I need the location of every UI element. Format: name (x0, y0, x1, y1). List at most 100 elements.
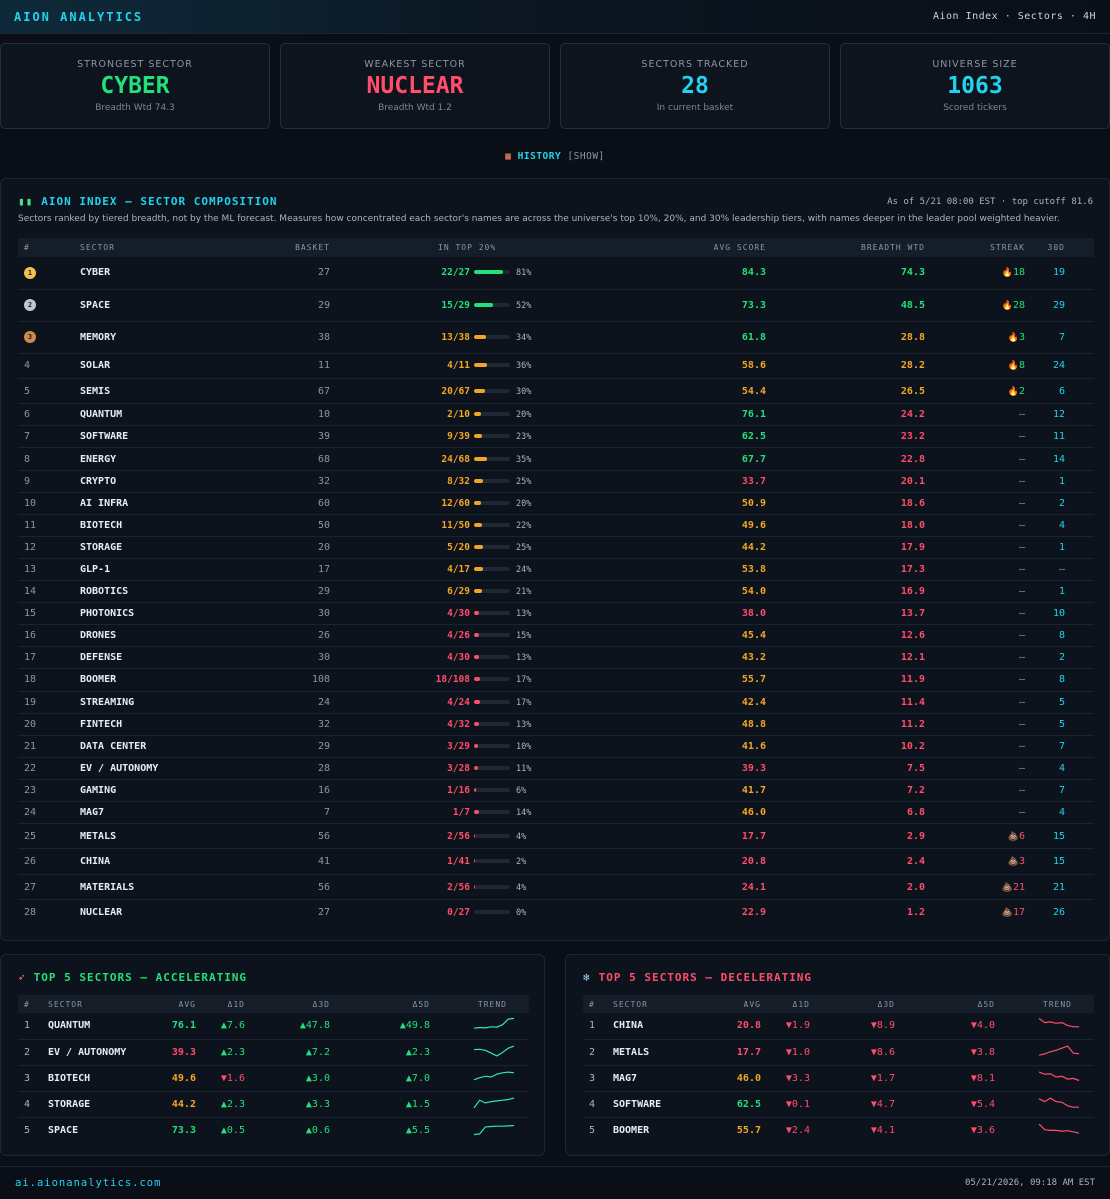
col-streak[interactable]: STREAK (990, 243, 1025, 252)
col-in-top-20[interactable]: IN TOP 20% (438, 243, 497, 252)
sector-name[interactable]: ENERGY (80, 447, 250, 471)
sector-name[interactable]: SPACE (80, 289, 250, 322)
table-row[interactable]: 10 AI INFRA 60 12/60 20% 50.9 18.6 —2 (18, 492, 1094, 515)
table-row[interactable]: 16 DRONES 26 4/26 15% 45.4 12.6 —8 (18, 624, 1094, 648)
table-row[interactable]: 5 BOOMER 55.7 ▼2.4 ▼4.1 ▼3.6 (583, 1117, 1094, 1143)
in-top-bar-fill (474, 388, 485, 393)
sector-name[interactable]: FINTECH (80, 713, 250, 736)
table-row[interactable]: 12 STORAGE 20 5/20 25% 44.2 17.9 —1 (18, 536, 1094, 559)
sector-name[interactable]: QUANTUM (80, 403, 250, 427)
table-row[interactable]: 4 STORAGE 44.2 ▲2.3 ▲3.3 ▲1.5 (18, 1091, 529, 1118)
sector-name[interactable]: EV / AUTONOMY (48, 1039, 148, 1066)
table-row[interactable]: 15 PHOTONICS 30 4/30 13% 38.0 13.7 —10 (18, 602, 1094, 626)
sector-name[interactable]: MATERIALS (80, 874, 250, 901)
streak-cell: — (925, 536, 1025, 559)
table-row[interactable]: 5 SEMIS 67 20/67 30% 54.4 26.5 🔥2 6 (18, 378, 1094, 405)
table-row[interactable]: 20 FINTECH 32 4/32 13% 48.8 11.2 —5 (18, 713, 1094, 736)
delta-3d: ▼4.1 (870, 1124, 895, 1136)
sector-name[interactable]: SOFTWARE (613, 1091, 713, 1118)
col-breadth-wtd[interactable]: BREADTH WTD (861, 243, 925, 252)
table-row[interactable]: 5 SPACE 73.3 ▲0.5 ▲0.6 ▲5.5 (18, 1117, 529, 1143)
sector-name[interactable]: MAG7 (613, 1065, 713, 1092)
sector-name[interactable]: CRYPTO (80, 470, 250, 493)
sector-name[interactable]: METALS (80, 823, 250, 850)
table-row[interactable]: 2 METALS 17.7 ▼1.0 ▼8.6 ▼3.8 (583, 1039, 1094, 1066)
sector-name[interactable]: MAG7 (80, 801, 250, 825)
table-row[interactable]: 17 DEFENSE 30 4/30 13% 43.2 12.1 —2 (18, 646, 1094, 670)
sector-name[interactable]: BOOMER (80, 668, 250, 692)
sector-name[interactable]: AI INFRA (80, 492, 250, 515)
thirty-day-count: 21 (1025, 874, 1094, 901)
table-row[interactable]: 4 SOLAR 11 4/11 36% 58.6 28.2 🔥8 24 (18, 353, 1094, 379)
brand-logo[interactable]: AION ANALYTICS (14, 9, 144, 24)
sector-name[interactable]: CHINA (613, 1013, 713, 1040)
table-row[interactable]: 28 NUCLEAR 27 0/27 0% 22.9 1.2 💩17 26 (18, 900, 1094, 925)
sector-name[interactable]: BOOMER (613, 1124, 650, 1136)
sector-name[interactable]: CHINA (80, 848, 250, 875)
table-row[interactable]: 2 EV / AUTONOMY 39.3 ▲2.3 ▲7.2 ▲2.3 (18, 1039, 529, 1066)
breadth-wtd: 2.4 (766, 848, 925, 875)
rank-cell: 11 (18, 514, 80, 537)
table-row[interactable]: 22 EV / AUTONOMY 28 3/28 11% 39.3 7.5 —4 (18, 757, 1094, 780)
sector-name[interactable]: SEMIS (80, 378, 250, 405)
sector-name[interactable]: GLP-1 (80, 558, 250, 582)
history-show-toggle[interactable]: [SHOW] (567, 151, 605, 162)
avg-score: 84.3 (620, 257, 766, 290)
sector-name[interactable]: DRONES (80, 624, 250, 648)
site-link[interactable]: ai.aionanalytics.com (15, 1177, 162, 1189)
table-row[interactable]: 6 QUANTUM 10 2/10 20% 76.1 24.2 —12 (18, 403, 1094, 427)
col-rank[interactable]: # (24, 243, 30, 252)
in-top-cell: 2/10 20% (330, 403, 620, 427)
table-row[interactable]: 2 SPACE 29 15/29 52% 73.3 48.5 🔥28 29 (18, 289, 1094, 322)
col-trend: TREND (1042, 999, 1072, 1009)
sector-name[interactable]: NUCLEAR (80, 907, 123, 919)
col-basket[interactable]: BASKET (295, 243, 330, 252)
sector-name[interactable]: BIOTECH (80, 514, 250, 537)
history-toggle[interactable]: ▦ HISTORY [SHOW] (0, 151, 1110, 162)
sector-name[interactable]: GAMING (80, 779, 250, 802)
sector-name[interactable]: QUANTUM (48, 1013, 148, 1040)
sector-name[interactable]: PHOTONICS (80, 602, 250, 626)
sector-name[interactable]: STORAGE (48, 1091, 148, 1118)
table-row[interactable]: 3 MEMORY 38 13/38 34% 61.8 28.8 🔥3 7 (18, 321, 1094, 354)
col-30d[interactable]: 30D (1047, 243, 1065, 252)
table-row[interactable]: 24 MAG7 7 1/7 14% 46.0 6.8 —4 (18, 801, 1094, 825)
in-top-cell: 24/68 35% (330, 447, 620, 471)
table-row[interactable]: 21 DATA CENTER 29 3/29 10% 41.6 10.2 —7 (18, 735, 1094, 758)
col-avg-score[interactable]: AVG SCORE (713, 243, 766, 252)
sector-name[interactable]: STORAGE (80, 536, 250, 559)
table-row[interactable]: 3 BIOTECH 49.6 ▼1.6 ▲3.0 ▲7.0 (18, 1065, 529, 1092)
sector-name[interactable]: SOFTWARE (80, 425, 250, 449)
table-row[interactable]: 1 QUANTUM 76.1 ▲7.6 ▲47.8 ▲49.8 (18, 1013, 529, 1040)
table-row[interactable]: 11 BIOTECH 50 11/50 22% 49.6 18.0 —4 (18, 514, 1094, 537)
sector-name[interactable]: SOLAR (80, 353, 250, 379)
sector-name[interactable]: SPACE (48, 1124, 79, 1136)
table-row[interactable]: 27 MATERIALS 56 2/56 4% 24.1 2.0 💩21 21 (18, 874, 1094, 901)
sector-name[interactable]: ROBOTICS (80, 580, 250, 604)
in-top-fraction: 4/32 (447, 718, 470, 730)
sector-name[interactable]: BIOTECH (48, 1065, 148, 1092)
table-row[interactable]: 7 SOFTWARE 39 9/39 23% 62.5 23.2 —11 (18, 425, 1094, 449)
table-row[interactable]: 3 MAG7 46.0 ▼3.3 ▼1.7 ▼8.1 (583, 1065, 1094, 1092)
table-row[interactable]: 25 METALS 56 2/56 4% 17.7 2.9 💩6 15 (18, 823, 1094, 850)
table-row[interactable]: 26 CHINA 41 1/41 2% 20.8 2.4 💩3 15 (18, 848, 1094, 875)
table-row[interactable]: 4 SOFTWARE 62.5 ▼0.1 ▼4.7 ▼5.4 (583, 1091, 1094, 1118)
col-sector[interactable]: SECTOR (80, 243, 115, 252)
table-row[interactable]: 8 ENERGY 68 24/68 35% 67.7 22.8 —14 (18, 447, 1094, 471)
sector-name[interactable]: DATA CENTER (80, 735, 250, 758)
avg-score: 54.4 (620, 378, 766, 405)
table-row[interactable]: 19 STREAMING 24 4/24 17% 42.4 11.4 —5 (18, 691, 1094, 714)
sector-name[interactable]: DEFENSE (80, 646, 250, 670)
table-row[interactable]: 13 GLP-1 17 4/17 24% 53.8 17.3 — — (18, 558, 1094, 582)
sector-name[interactable]: MEMORY (80, 321, 250, 354)
table-row[interactable]: 1 CYBER 27 22/27 81% 84.3 74.3 🔥18 19 (18, 257, 1094, 290)
table-row[interactable]: 14 ROBOTICS 29 6/29 21% 54.0 16.9 —1 (18, 580, 1094, 604)
table-row[interactable]: 1 CHINA 20.8 ▼1.9 ▼8.9 ▼4.0 (583, 1013, 1094, 1040)
table-row[interactable]: 23 GAMING 16 1/16 6% 41.7 7.2 —7 (18, 779, 1094, 802)
table-row[interactable]: 18 BOOMER 108 18/108 17% 55.7 11.9 —8 (18, 668, 1094, 692)
sector-name[interactable]: EV / AUTONOMY (80, 757, 250, 780)
table-row[interactable]: 9 CRYPTO 32 8/32 25% 33.7 20.1 —1 (18, 470, 1094, 493)
sector-name[interactable]: METALS (613, 1039, 713, 1066)
sector-name[interactable]: CYBER (80, 257, 250, 290)
sector-name[interactable]: STREAMING (80, 691, 250, 714)
